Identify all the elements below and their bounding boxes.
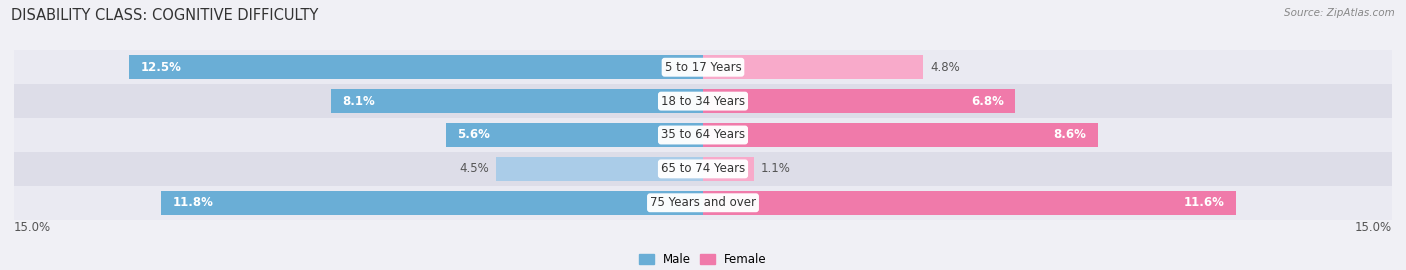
Bar <box>129 55 703 79</box>
Text: 4.5%: 4.5% <box>460 162 489 176</box>
Text: 8.1%: 8.1% <box>343 94 375 108</box>
Bar <box>330 89 703 113</box>
Bar <box>703 55 924 79</box>
Bar <box>14 118 1392 152</box>
Text: 8.6%: 8.6% <box>1053 129 1087 141</box>
Text: 6.8%: 6.8% <box>972 94 1004 108</box>
Bar <box>496 157 703 181</box>
Text: 5.6%: 5.6% <box>457 129 491 141</box>
Text: Source: ZipAtlas.com: Source: ZipAtlas.com <box>1284 8 1395 18</box>
Text: 18 to 34 Years: 18 to 34 Years <box>661 94 745 108</box>
Bar <box>14 50 1392 84</box>
Bar <box>14 84 1392 118</box>
Bar <box>703 123 1098 147</box>
Bar <box>14 152 1392 186</box>
Text: 75 Years and over: 75 Years and over <box>650 196 756 209</box>
Text: 11.6%: 11.6% <box>1184 196 1225 209</box>
Text: 4.8%: 4.8% <box>931 61 960 74</box>
Bar <box>446 123 703 147</box>
Text: 15.0%: 15.0% <box>1355 221 1392 234</box>
Bar <box>162 191 703 215</box>
Legend: Male, Female: Male, Female <box>634 248 772 270</box>
Bar <box>703 89 1015 113</box>
Text: 35 to 64 Years: 35 to 64 Years <box>661 129 745 141</box>
Text: 65 to 74 Years: 65 to 74 Years <box>661 162 745 176</box>
Text: 12.5%: 12.5% <box>141 61 181 74</box>
Text: 11.8%: 11.8% <box>173 196 214 209</box>
Bar <box>703 157 754 181</box>
Bar <box>14 186 1392 220</box>
Text: DISABILITY CLASS: COGNITIVE DIFFICULTY: DISABILITY CLASS: COGNITIVE DIFFICULTY <box>11 8 319 23</box>
Bar <box>703 191 1236 215</box>
Text: 15.0%: 15.0% <box>14 221 51 234</box>
Text: 5 to 17 Years: 5 to 17 Years <box>665 61 741 74</box>
Text: 1.1%: 1.1% <box>761 162 790 176</box>
